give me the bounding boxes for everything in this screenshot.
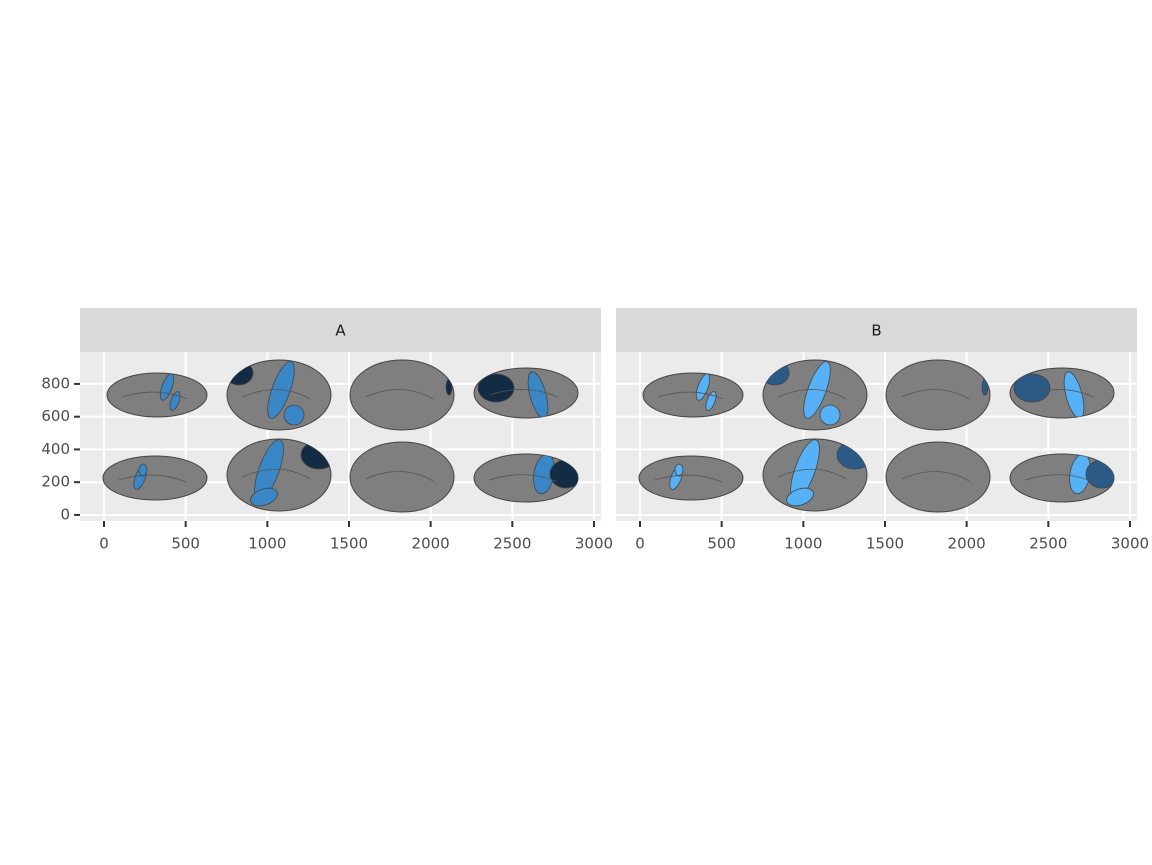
brain-regions — [121, 373, 188, 411]
x-tick-label: 2500 — [1029, 535, 1067, 553]
sulcus — [901, 471, 970, 482]
x-tick-label: 1000 — [248, 535, 286, 553]
brain — [642, 372, 744, 418]
sulcus — [657, 391, 724, 400]
y-tick-label: 0 — [60, 505, 70, 523]
y-tick-label: 800 — [41, 374, 70, 392]
brain-regions — [1025, 454, 1114, 495]
brain-region — [169, 391, 181, 411]
x-tick-label: 2000 — [412, 535, 450, 553]
y-tick-label: 600 — [41, 407, 70, 425]
x-tick-label: 3000 — [575, 535, 613, 553]
sulcus — [118, 474, 187, 483]
brain-region — [705, 391, 717, 411]
sulcus — [654, 474, 723, 483]
brain-regions — [763, 360, 847, 426]
brain-region — [786, 487, 814, 507]
sulcus — [489, 474, 558, 483]
sulcus — [489, 389, 558, 398]
sulcus — [365, 389, 434, 400]
facet-label: A — [335, 322, 346, 340]
x-tick-label: 3000 — [1111, 535, 1149, 553]
brain-region — [250, 487, 278, 507]
x-tick-label: 0 — [99, 535, 109, 553]
brain-regions — [1013, 371, 1094, 418]
brain — [102, 455, 208, 501]
brain-regions — [477, 371, 558, 418]
brain-regions — [657, 373, 724, 411]
x-tick-label: 1000 — [784, 535, 822, 553]
brain — [106, 372, 208, 418]
brain-regions — [654, 463, 723, 490]
sulcus — [1025, 474, 1094, 483]
sulcus — [1025, 389, 1094, 398]
x-tick-label: 500 — [171, 535, 200, 553]
x-tick-label: 1500 — [330, 535, 368, 553]
strip — [80, 308, 601, 352]
sulcus — [242, 468, 311, 480]
y-tick-label: 400 — [41, 440, 70, 458]
sulcus — [365, 471, 434, 482]
brain — [885, 359, 991, 431]
brain-region — [283, 404, 305, 426]
brain — [885, 441, 991, 513]
brain-regions — [118, 463, 187, 490]
brain-region — [1013, 373, 1051, 403]
brain — [349, 441, 455, 513]
brain-region — [477, 373, 515, 403]
y-tick-label: 200 — [41, 473, 70, 491]
x-tick-label: 2500 — [493, 535, 531, 553]
sulcus — [242, 389, 311, 400]
sulcus — [778, 389, 847, 400]
brain-regions — [901, 471, 970, 482]
x-tick-label: 1500 — [866, 535, 904, 553]
brain-regions — [365, 378, 453, 400]
sulcus — [121, 391, 188, 400]
facet-label: B — [871, 322, 881, 340]
brain-region — [674, 463, 684, 477]
brain — [349, 359, 455, 431]
brain-region — [138, 463, 148, 477]
x-tick-label: 0 — [635, 535, 645, 553]
brain-regions — [365, 471, 434, 482]
brain-region — [819, 404, 841, 426]
sulcus — [901, 389, 970, 400]
sulcus — [778, 468, 847, 480]
brain — [638, 455, 744, 501]
x-tick-label: 500 — [707, 535, 736, 553]
strip — [616, 308, 1137, 352]
x-tick-label: 2000 — [948, 535, 986, 553]
